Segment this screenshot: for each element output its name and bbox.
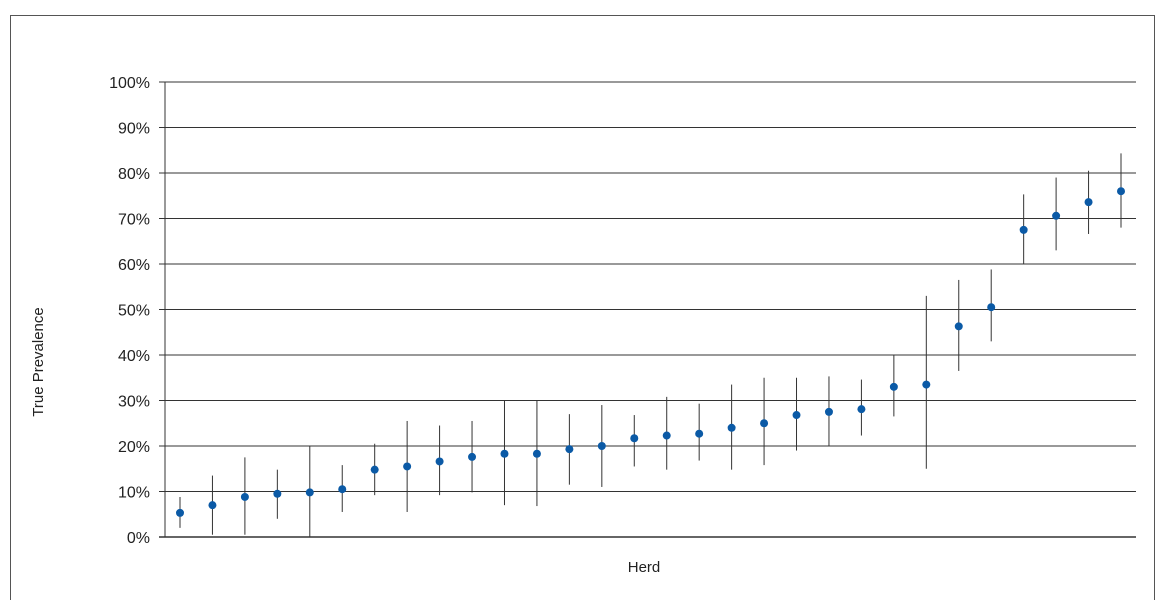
y-tick-label: 30%	[118, 394, 150, 411]
y-axis-title: True Prevalence	[30, 307, 47, 417]
data-point	[727, 423, 736, 432]
data-point	[176, 508, 184, 517]
data-point	[954, 322, 963, 331]
y-tick-labels: 0% 10% 20% 30% 40% 50% 60% 70% 80% 90% 100%	[109, 75, 150, 547]
data-point	[403, 462, 412, 471]
y-tick-label: 0%	[127, 530, 150, 547]
data-point	[273, 489, 282, 498]
data-point	[435, 457, 444, 466]
data-point	[987, 303, 996, 312]
data-point	[760, 419, 769, 428]
data-point	[208, 501, 217, 510]
chart-frame	[10, 15, 1155, 600]
data-point	[1084, 198, 1093, 207]
data-point	[922, 380, 931, 389]
y-tick-label: 20%	[118, 439, 150, 456]
data-point	[695, 429, 704, 438]
data-point	[1019, 225, 1028, 234]
data-point	[824, 407, 833, 416]
grid-lines	[159, 81, 1136, 538]
data-point	[889, 382, 898, 391]
y-tick-label: 40%	[118, 348, 150, 365]
data-point	[532, 449, 541, 458]
data-point	[305, 488, 314, 497]
data-point	[500, 449, 509, 458]
y-tick-label: 70%	[118, 212, 150, 229]
y-tick-label: 90%	[118, 121, 150, 138]
data-point	[240, 492, 249, 501]
x-axis-title: Herd	[628, 559, 661, 576]
data-point	[792, 411, 801, 420]
data-point	[468, 452, 477, 461]
data-point	[565, 445, 574, 454]
data-point	[370, 465, 379, 474]
data-point	[630, 434, 639, 443]
error-bars	[179, 153, 1122, 537]
data-point	[857, 405, 866, 414]
data-point	[1117, 187, 1125, 196]
y-tick-label: 50%	[118, 303, 150, 320]
y-tick-label: 100%	[109, 75, 150, 92]
data-point	[597, 442, 606, 450]
data-point	[1052, 211, 1061, 220]
y-tick-label: 60%	[118, 257, 150, 274]
data-point	[662, 431, 671, 440]
y-tick-label: 10%	[118, 485, 150, 502]
y-tick-label: 80%	[118, 166, 150, 183]
data-points	[176, 187, 1125, 517]
data-point	[338, 485, 347, 494]
